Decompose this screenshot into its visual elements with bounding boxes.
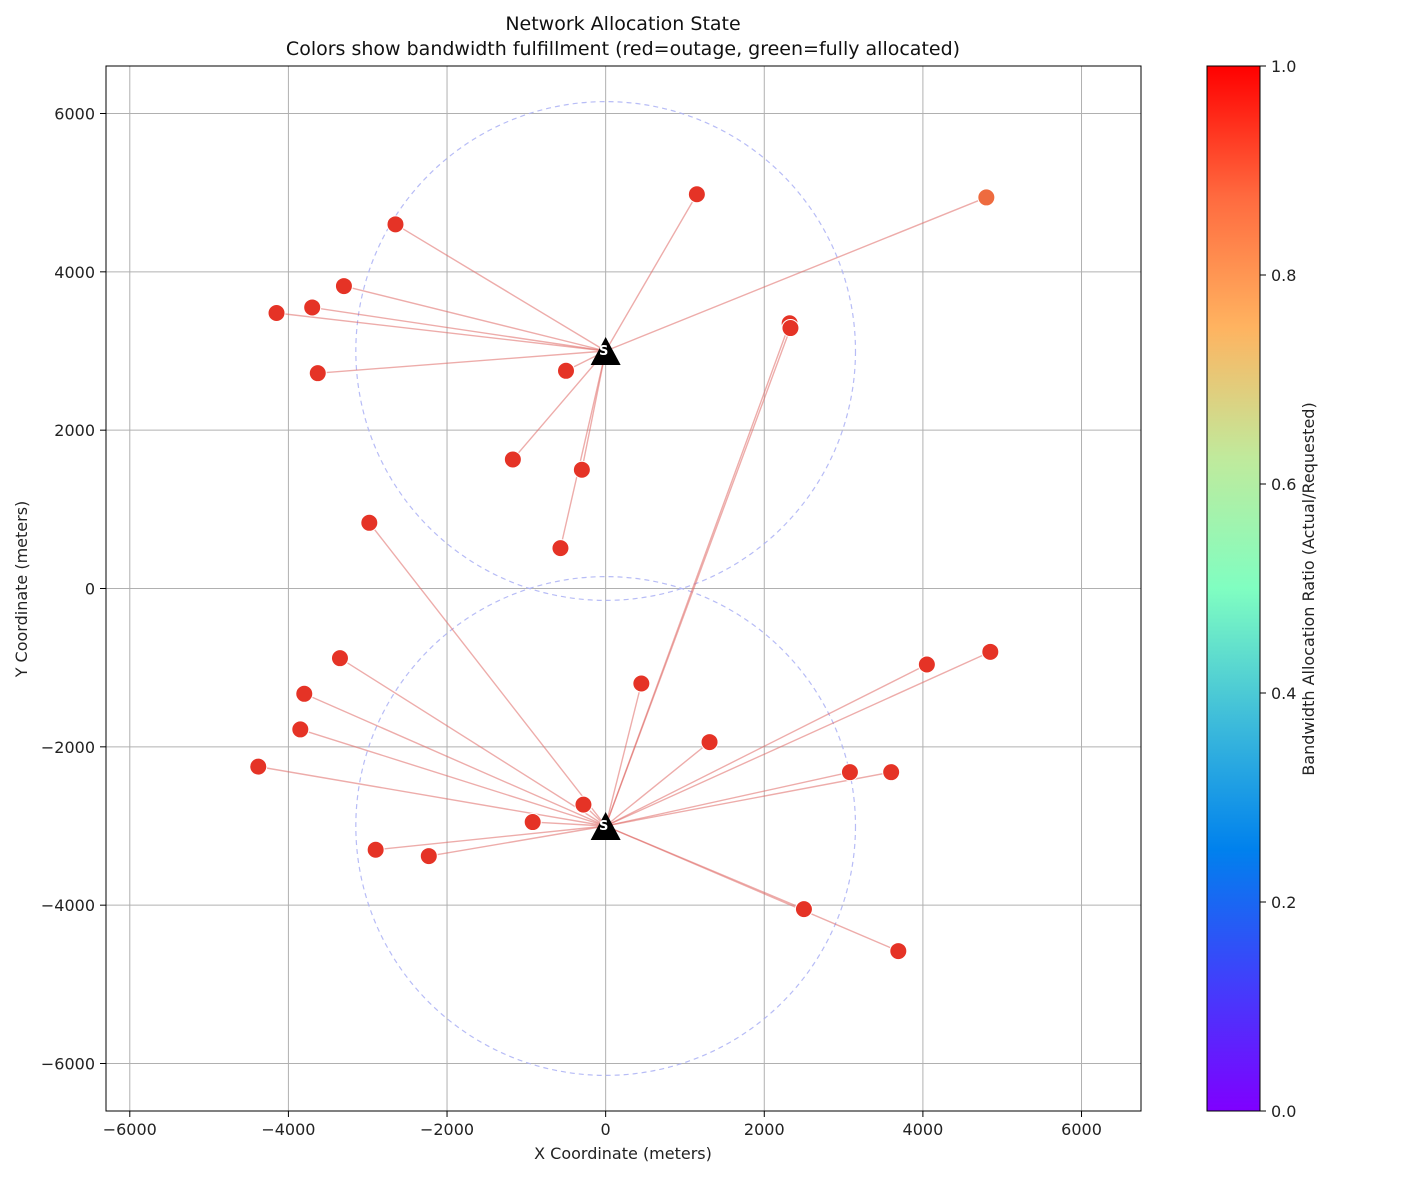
user-link: [317, 350, 606, 374]
user-link: [300, 728, 606, 827]
user-link: [559, 350, 607, 549]
user-link: [343, 285, 606, 352]
user-link: [532, 821, 606, 827]
user-point[interactable]: [503, 450, 522, 469]
user-point[interactable]: [267, 304, 286, 322]
coverage-circles: [355, 101, 857, 1076]
base-stations: SS: [590, 337, 621, 840]
user-point[interactable]: [781, 319, 800, 338]
user-links: [258, 193, 991, 952]
y-tick-label: 6000: [54, 105, 95, 124]
coverage-circle: [355, 101, 857, 601]
user-link: [303, 693, 606, 827]
user-point[interactable]: [794, 900, 813, 919]
user-link: [605, 741, 710, 827]
user-link: [368, 522, 607, 827]
colorbar-label: Bandwidth Allocation Ratio (Actual/Reque…: [1299, 402, 1318, 775]
plot-area: SS: [249, 101, 1000, 1076]
coverage-circle: [355, 576, 857, 1076]
user-point[interactable]: [360, 513, 379, 532]
user-link: [605, 771, 851, 827]
y-axis-label: Y Coordinate (meters): [12, 501, 31, 679]
base-station-label: S: [599, 819, 608, 834]
user-link: [276, 312, 606, 352]
colorbar-tick-label: 0.0: [1271, 1102, 1296, 1121]
user-point[interactable]: [366, 840, 385, 859]
user-points: [249, 185, 1000, 961]
user-point[interactable]: [632, 674, 651, 693]
x-tick-label: −2000: [420, 1120, 474, 1139]
base-station-marker[interactable]: [590, 337, 621, 365]
y-tick-label: −6000: [41, 1055, 95, 1074]
user-point[interactable]: [308, 364, 327, 383]
grid-lines: [106, 66, 1141, 1111]
user-link: [395, 223, 607, 352]
x-tick-label: 2000: [744, 1120, 785, 1139]
user-point[interactable]: [551, 539, 570, 558]
chart-subtitle: Colors show bandwidth fulfillment (red=o…: [286, 38, 960, 60]
x-tick-label: −4000: [261, 1120, 315, 1139]
user-link: [312, 306, 606, 352]
y-tick-label: 4000: [54, 263, 95, 282]
colorbar-tick-label: 0.4: [1271, 684, 1296, 703]
chart-title: Network Allocation State: [505, 13, 740, 35]
y-tick-label: 2000: [54, 421, 95, 440]
user-point[interactable]: [291, 720, 310, 739]
base-station-marker[interactable]: [590, 812, 621, 840]
user-point[interactable]: [840, 763, 859, 782]
user-point[interactable]: [700, 733, 719, 752]
user-point[interactable]: [572, 460, 591, 479]
y-tick-label: −4000: [41, 896, 95, 915]
user-link: [604, 327, 792, 827]
colorbar-tick-label: 0.8: [1271, 266, 1296, 285]
user-point[interactable]: [295, 684, 314, 703]
user-link: [604, 683, 643, 827]
user-point[interactable]: [557, 361, 575, 380]
user-point[interactable]: [523, 813, 542, 832]
user-link: [428, 825, 606, 857]
colorbar-ticks: 0.0 0.2 0.4 0.6 0.8 1.0: [1260, 57, 1296, 1121]
user-point[interactable]: [977, 188, 996, 207]
x-axis-label: X Coordinate (meters): [534, 1144, 712, 1163]
user-point[interactable]: [249, 757, 268, 776]
user-link: [375, 825, 606, 851]
user-point[interactable]: [687, 185, 706, 204]
user-link: [258, 765, 606, 827]
y-tick-label: −2000: [41, 738, 95, 757]
user-point[interactable]: [889, 942, 908, 961]
base-station-label: S: [599, 344, 608, 359]
user-link: [605, 193, 698, 352]
user-point[interactable]: [419, 847, 438, 866]
colorbar-tick-label: 0.6: [1271, 475, 1296, 494]
user-point[interactable]: [303, 298, 322, 317]
user-link: [512, 350, 607, 460]
x-tick-label: 4000: [903, 1120, 944, 1139]
user-link: [605, 651, 991, 827]
user-link: [605, 771, 892, 827]
x-axis-ticks: −6000 −4000 −2000 0 2000 4000 6000: [103, 1111, 1102, 1139]
user-point[interactable]: [981, 642, 1000, 661]
user-link: [605, 825, 899, 952]
user-point[interactable]: [334, 277, 353, 296]
user-link: [605, 196, 987, 352]
colorbar-tick-label: 1.0: [1271, 57, 1296, 76]
user-point[interactable]: [386, 215, 405, 234]
user-point[interactable]: [574, 795, 593, 814]
user-point[interactable]: [330, 649, 349, 668]
y-tick-label: 0: [85, 580, 95, 599]
x-tick-label: 6000: [1061, 1120, 1102, 1139]
x-tick-label: 0: [601, 1120, 611, 1139]
user-point[interactable]: [882, 763, 901, 782]
x-tick-label: −6000: [103, 1120, 157, 1139]
colorbar: [1206, 65, 1261, 1112]
user-link: [605, 663, 928, 827]
colorbar-tick-label: 0.2: [1271, 893, 1296, 912]
user-link: [339, 657, 607, 827]
y-axis-ticks: −6000 −4000 −2000 0 2000 4000 6000: [41, 105, 106, 1074]
user-point[interactable]: [917, 655, 936, 674]
